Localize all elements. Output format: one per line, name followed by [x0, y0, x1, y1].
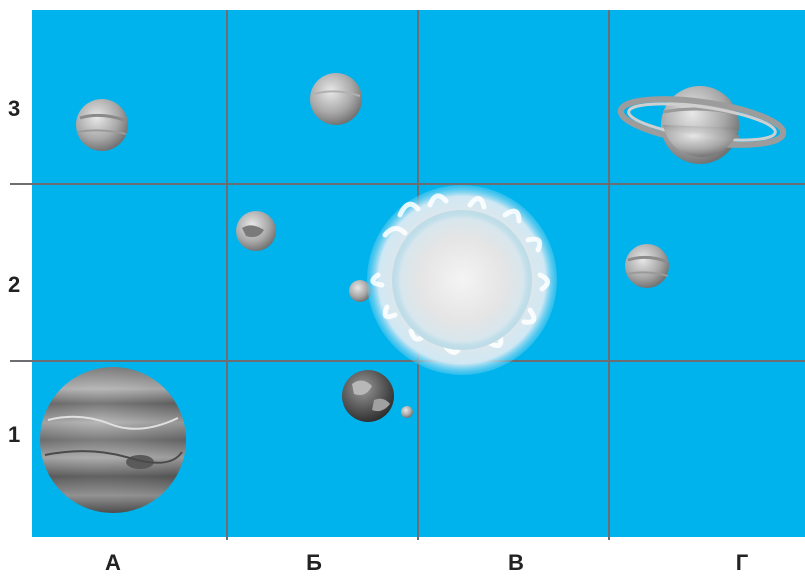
row-label-2: 2 [8, 272, 21, 297]
grid-line-vertical [608, 10, 610, 540]
column-label-b: Б [306, 550, 322, 575]
saturn-icon [617, 86, 787, 164]
sun-icon [367, 185, 557, 375]
mars-like-planet-icon [236, 211, 276, 251]
venus-like-planet-icon [625, 244, 669, 288]
jupiter-icon [40, 367, 186, 513]
moon-icon [401, 406, 413, 418]
grid-line-vertical [226, 10, 228, 540]
column-label-a: А [105, 550, 121, 575]
column-label-g: Г [735, 550, 749, 575]
grid-line-horizontal [10, 183, 805, 185]
column-label-v: В [508, 550, 524, 575]
planet-icon [310, 73, 362, 125]
row-label-1: 1 [8, 422, 21, 447]
small-planet-icon [76, 99, 128, 151]
mercury-like-planet-icon [349, 280, 371, 302]
earth-icon [342, 370, 394, 422]
grid-line-horizontal [10, 360, 805, 362]
row-label-3: 3 [8, 96, 21, 121]
